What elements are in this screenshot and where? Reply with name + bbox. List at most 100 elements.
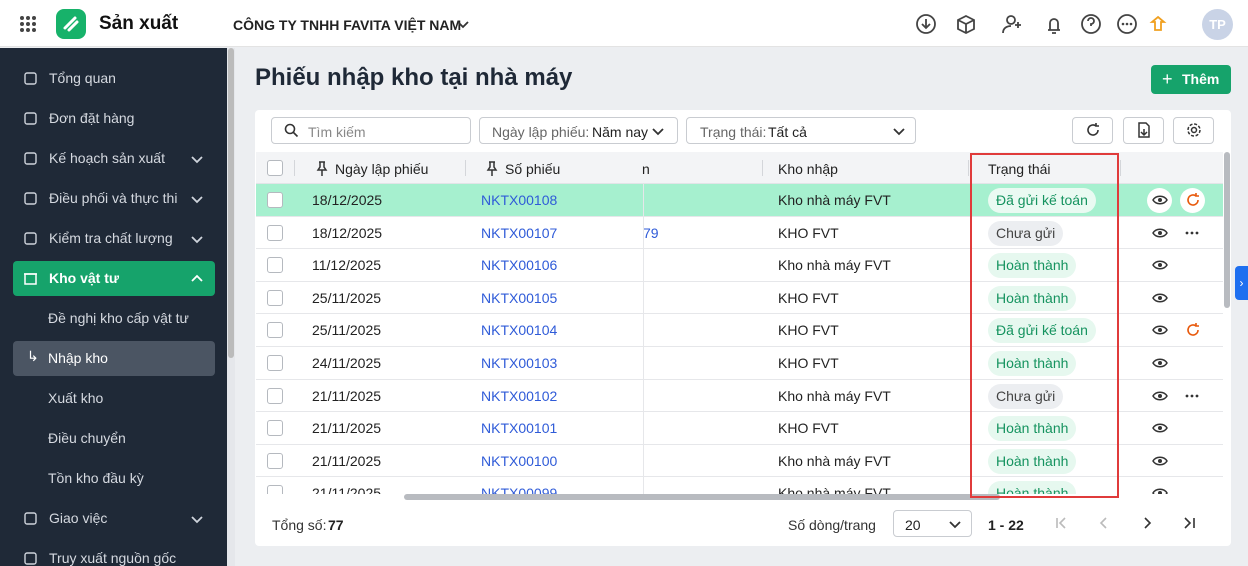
add-plus: + — [1162, 69, 1173, 89]
row-checkbox[interactable] — [267, 257, 283, 274]
date-filter[interactable] — [479, 117, 678, 144]
table-row[interactable] — [256, 412, 1223, 445]
cell-code[interactable]: NKTX00101 — [481, 420, 558, 437]
status-badge: Đã gửi kế toán — [988, 318, 1096, 344]
cell-code[interactable]: NKTX00106 — [481, 257, 558, 274]
cell-code[interactable]: NKTX00107 — [481, 224, 558, 241]
menu-item[interactable]: Kiểm tra chất lượng — [49, 230, 173, 246]
page-size-value: 20 — [905, 517, 921, 533]
cell-code[interactable]: NKTX00105 — [481, 289, 558, 306]
row-checkbox[interactable] — [267, 485, 283, 494]
submenu-item[interactable]: Đề nghị kho cấp vật tư — [48, 310, 189, 326]
status-badge: Chưa gửi — [988, 220, 1064, 246]
menu-item[interactable]: Đơn đặt hàng — [49, 110, 135, 126]
collapse-tab[interactable]: › — [1235, 266, 1248, 300]
menu-item[interactable]: Điều phối và thực thi — [49, 190, 178, 206]
menu-item[interactable]: Giao việc — [49, 510, 108, 526]
search-box[interactable] — [271, 117, 471, 144]
table-row[interactable] — [256, 282, 1223, 315]
cell-date: 18/12/2025 — [312, 224, 383, 241]
submenu-arrow: ↳ — [27, 348, 39, 364]
cell-code[interactable]: NKTX00102 — [481, 387, 558, 404]
column-edge — [643, 477, 644, 494]
column-divider — [294, 160, 295, 176]
sidebar — [0, 48, 227, 566]
company-name[interactable]: CÔNG TY TNHH FAVITA VIỆT NAM — [233, 17, 462, 33]
more-icon[interactable] — [1184, 225, 1200, 241]
pin-icon — [486, 161, 498, 176]
pager-icons[interactable] — [1054, 516, 1204, 530]
submenu-item[interactable]: Điều chuyển — [48, 430, 126, 446]
cell-warehouse: Kho nhà máy FVT — [778, 485, 891, 494]
cell-warehouse: KHO FVT — [778, 224, 839, 241]
apps-icon[interactable] — [19, 15, 37, 33]
header-checkbox[interactable] — [267, 160, 283, 176]
submenu-item[interactable]: Xuất kho — [48, 390, 104, 406]
cell-code[interactable]: NKTX00104 — [481, 322, 558, 339]
row-checkbox[interactable] — [267, 322, 283, 339]
cell-warehouse: Kho nhà máy FVT — [778, 257, 891, 274]
column-edge — [643, 184, 644, 217]
cell-date: 11/12/2025 — [312, 257, 382, 274]
table-row[interactable] — [256, 445, 1223, 478]
status-filter[interactable] — [686, 117, 916, 144]
page-range: 1 - 22 — [988, 517, 1024, 533]
resend-icon[interactable] — [1185, 322, 1201, 338]
h-scrollbar — [404, 494, 1000, 500]
view-icon[interactable] — [1152, 257, 1168, 273]
cell-code[interactable]: NKTX00099 — [481, 485, 558, 494]
toolbar-button[interactable] — [1173, 117, 1214, 144]
table-row[interactable] — [256, 249, 1223, 282]
menu-item[interactable]: Truy xuất nguồn gốc — [49, 550, 177, 566]
row-checkbox[interactable] — [267, 192, 283, 208]
menu-item[interactable]: Kho vật tư — [49, 270, 120, 286]
row-checkbox[interactable] — [267, 224, 283, 241]
top-icons[interactable] — [914, 12, 1184, 38]
table-header — [256, 152, 1223, 184]
add-button[interactable]: Thêm — [1151, 65, 1231, 94]
view-icon[interactable] — [1152, 420, 1168, 436]
cell-date: 21/11/2025 — [312, 420, 382, 437]
table-row[interactable] — [256, 314, 1223, 347]
column-divider — [968, 160, 969, 176]
view-icon[interactable] — [1152, 453, 1168, 469]
row-checkbox[interactable] — [267, 355, 283, 371]
page-size-select[interactable] — [893, 510, 972, 537]
toolbar-button[interactable] — [1072, 117, 1113, 144]
menu-item[interactable]: Kế hoạch sản xuất — [49, 150, 165, 166]
cell-warehouse: Kho nhà máy FVT — [778, 452, 891, 469]
highlight-box — [970, 153, 1119, 498]
cell-code[interactable]: NKTX00100 — [481, 452, 558, 469]
table-row[interactable] — [256, 217, 1223, 250]
table-row[interactable] — [256, 347, 1223, 380]
view-icon[interactable] — [1152, 225, 1168, 241]
page-title: Phiếu nhập kho tại nhà máy — [255, 64, 573, 91]
more-icon[interactable] — [1184, 388, 1200, 404]
row-checkbox[interactable] — [267, 387, 283, 404]
cell-code[interactable]: NKTX00108 — [481, 192, 558, 208]
cell-code[interactable]: NKTX00103 — [481, 355, 558, 371]
submenu-item[interactable]: Nhập kho — [48, 350, 108, 366]
column-edge — [643, 314, 644, 347]
total-label: Tổng số: — [272, 517, 327, 533]
submenu-item[interactable]: Tồn kho đầu kỳ — [48, 470, 144, 486]
menu-item[interactable]: Tổng quan — [49, 70, 116, 86]
search-placeholder: Tìm kiếm — [308, 124, 366, 140]
view-icon[interactable] — [1152, 290, 1168, 306]
column-edge — [643, 444, 644, 478]
table-row[interactable] — [256, 380, 1223, 413]
status-badge: Hoàn thành — [988, 351, 1077, 376]
view-icon[interactable] — [1152, 485, 1168, 494]
view-icon[interactable] — [1152, 355, 1168, 371]
view-icon[interactable] — [1152, 322, 1168, 338]
row-checkbox[interactable] — [267, 452, 283, 469]
status-badge: Hoàn thành — [988, 448, 1077, 474]
resend-icon[interactable] — [1185, 192, 1201, 208]
row-checkbox[interactable] — [267, 420, 283, 437]
view-icon[interactable] — [1152, 388, 1168, 404]
cell-warehouse: KHO FVT — [778, 355, 839, 371]
avatar[interactable]: TP — [1202, 9, 1233, 40]
row-checkbox[interactable] — [267, 289, 283, 306]
view-icon[interactable] — [1152, 192, 1168, 208]
